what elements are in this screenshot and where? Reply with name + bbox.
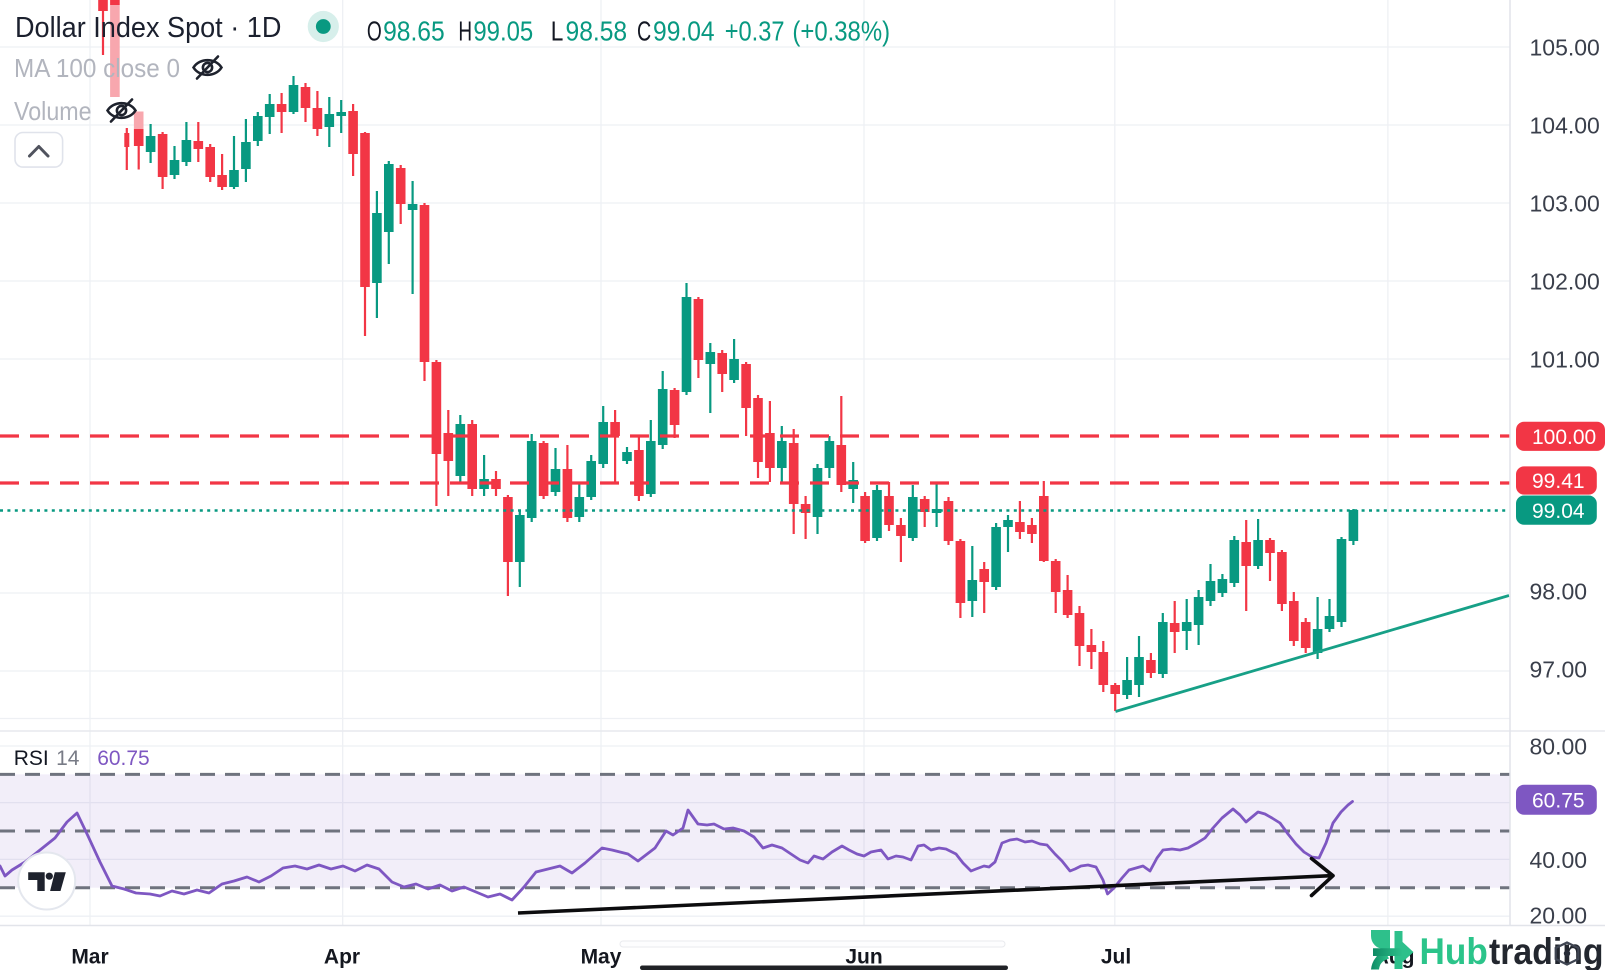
svg-text:Dollar Index Spot · 1D: Dollar Index Spot · 1D xyxy=(15,12,281,44)
svg-text:Mar: Mar xyxy=(71,946,108,969)
svg-text:Apr: Apr xyxy=(324,946,360,969)
svg-text:20.00: 20.00 xyxy=(1530,902,1588,928)
svg-text:Jul: Jul xyxy=(1101,946,1131,969)
svg-text:40.00: 40.00 xyxy=(1530,847,1588,873)
svg-text:C: C xyxy=(637,15,651,46)
svg-text:100.00: 100.00 xyxy=(1532,426,1596,449)
svg-text:102.00: 102.00 xyxy=(1530,268,1600,294)
svg-text:L: L xyxy=(551,15,564,46)
svg-text:98.58: 98.58 xyxy=(566,15,628,46)
svg-text:105.00: 105.00 xyxy=(1530,34,1600,60)
svg-text:O: O xyxy=(367,15,382,46)
svg-text:Jun: Jun xyxy=(845,946,882,969)
svg-text:99.04: 99.04 xyxy=(653,15,715,46)
svg-text:May: May xyxy=(581,946,622,969)
svg-text:104.00: 104.00 xyxy=(1530,112,1600,138)
svg-text:60.75: 60.75 xyxy=(97,747,150,770)
svg-text:Volume: Volume xyxy=(14,96,92,126)
svg-text:14: 14 xyxy=(56,747,80,770)
svg-text:MA 100 close 0: MA 100 close 0 xyxy=(14,53,180,83)
svg-text:(+0.38%): (+0.38%) xyxy=(792,15,890,46)
svg-text:99.04: 99.04 xyxy=(1532,500,1585,523)
svg-text:99.41: 99.41 xyxy=(1532,470,1585,493)
svg-text:98.00: 98.00 xyxy=(1530,578,1588,604)
svg-text:Hub: Hub xyxy=(1420,931,1488,970)
svg-text:trading: trading xyxy=(1489,931,1604,970)
svg-text:103.00: 103.00 xyxy=(1530,190,1600,216)
svg-text:99.05: 99.05 xyxy=(473,15,533,46)
svg-text:98.65: 98.65 xyxy=(383,15,445,46)
svg-text:RSI: RSI xyxy=(14,747,49,770)
svg-text:60.75: 60.75 xyxy=(1532,789,1585,812)
svg-text:80.00: 80.00 xyxy=(1530,733,1588,759)
svg-text:97.00: 97.00 xyxy=(1530,656,1588,682)
svg-text:+0.37: +0.37 xyxy=(725,15,785,46)
svg-text:H: H xyxy=(458,15,472,46)
svg-text:101.00: 101.00 xyxy=(1530,346,1600,372)
